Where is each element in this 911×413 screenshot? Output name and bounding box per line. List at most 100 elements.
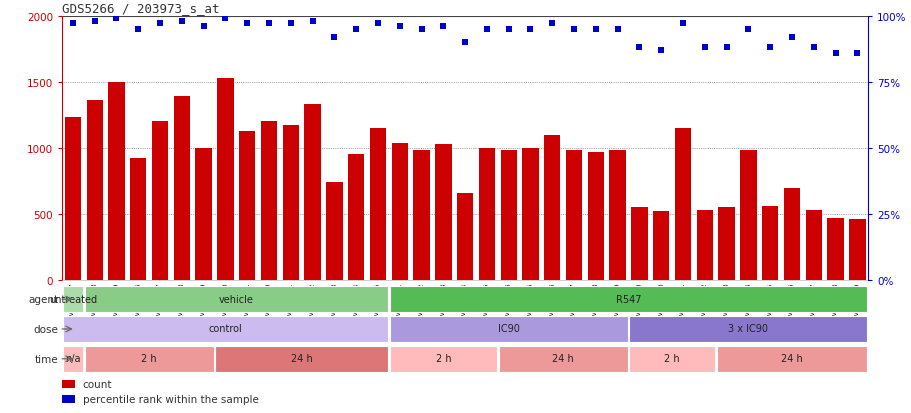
Bar — [587, 152, 603, 280]
Bar — [326, 183, 343, 280]
Point — [196, 24, 210, 31]
Bar — [282, 126, 299, 280]
Bar — [609, 151, 625, 280]
Bar — [740, 151, 756, 280]
Point — [609, 26, 624, 33]
Point — [240, 21, 254, 28]
Text: R547: R547 — [615, 294, 640, 304]
Point — [66, 21, 80, 28]
Text: agent: agent — [28, 294, 58, 304]
Bar — [652, 212, 669, 280]
Point — [501, 26, 516, 33]
Bar — [62, 395, 75, 403]
Point — [131, 26, 146, 33]
Point — [414, 26, 428, 33]
Point — [457, 40, 472, 46]
Bar — [65, 118, 81, 280]
FancyBboxPatch shape — [716, 346, 866, 372]
Bar — [522, 149, 538, 280]
Bar — [348, 155, 364, 280]
Text: dose: dose — [34, 324, 58, 334]
Bar — [62, 380, 75, 388]
Text: control: control — [209, 323, 242, 334]
Point — [783, 34, 798, 41]
Point — [349, 26, 363, 33]
Point — [479, 26, 494, 33]
Text: count: count — [83, 379, 112, 389]
Bar — [173, 97, 189, 280]
Bar — [261, 122, 277, 280]
Point — [719, 45, 733, 52]
Text: 24 h: 24 h — [780, 353, 802, 363]
Point — [849, 50, 864, 57]
FancyBboxPatch shape — [629, 316, 866, 342]
FancyBboxPatch shape — [63, 346, 83, 372]
Text: percentile rank within the sample: percentile rank within the sample — [83, 394, 258, 404]
Bar — [391, 143, 407, 280]
Text: 2 h: 2 h — [663, 353, 680, 363]
Bar — [152, 122, 168, 280]
Bar — [369, 129, 385, 280]
Bar — [195, 149, 211, 280]
Bar — [456, 193, 473, 280]
Point — [370, 21, 384, 28]
Bar — [696, 211, 712, 280]
Point — [327, 34, 342, 41]
Bar — [87, 101, 103, 280]
Point — [261, 21, 276, 28]
Bar — [762, 206, 777, 280]
FancyBboxPatch shape — [85, 346, 213, 372]
Text: 24 h: 24 h — [291, 353, 312, 363]
Bar — [565, 151, 581, 280]
Bar — [630, 208, 647, 280]
Point — [218, 16, 232, 22]
Point — [566, 26, 580, 33]
Point — [435, 24, 450, 31]
Text: n/a: n/a — [65, 353, 80, 363]
Text: 2 h: 2 h — [435, 353, 451, 363]
Bar — [718, 208, 734, 280]
Point — [827, 50, 842, 57]
FancyBboxPatch shape — [63, 286, 83, 313]
Point — [174, 19, 189, 25]
Text: vehicle: vehicle — [219, 294, 253, 304]
Bar — [435, 145, 451, 280]
Point — [87, 19, 102, 25]
Text: IC90: IC90 — [497, 323, 519, 334]
Bar — [239, 131, 255, 280]
Point — [283, 21, 298, 28]
Bar — [478, 149, 495, 280]
Point — [697, 45, 711, 52]
Bar — [544, 135, 560, 280]
Point — [805, 45, 820, 52]
Bar — [804, 211, 821, 280]
Point — [392, 24, 406, 31]
Bar — [413, 151, 429, 280]
Bar — [848, 220, 865, 280]
Bar — [130, 159, 147, 280]
Bar — [217, 78, 233, 280]
Bar — [783, 188, 799, 280]
FancyBboxPatch shape — [85, 286, 387, 313]
Point — [588, 26, 602, 33]
Point — [653, 47, 668, 54]
Point — [762, 45, 776, 52]
Bar — [108, 83, 125, 280]
FancyBboxPatch shape — [63, 316, 387, 342]
Point — [153, 21, 168, 28]
Bar — [304, 105, 321, 280]
Point — [305, 19, 320, 25]
FancyBboxPatch shape — [498, 346, 627, 372]
Text: 2 h: 2 h — [141, 353, 157, 363]
FancyBboxPatch shape — [389, 346, 496, 372]
Point — [675, 21, 690, 28]
FancyBboxPatch shape — [389, 286, 866, 313]
Bar — [826, 218, 843, 280]
Text: GDS5266 / 203973_s_at: GDS5266 / 203973_s_at — [62, 2, 220, 15]
Text: 24 h: 24 h — [552, 353, 573, 363]
Bar — [500, 151, 517, 280]
Point — [109, 16, 124, 22]
Text: time: time — [35, 354, 58, 364]
Point — [545, 21, 559, 28]
FancyBboxPatch shape — [389, 316, 627, 342]
